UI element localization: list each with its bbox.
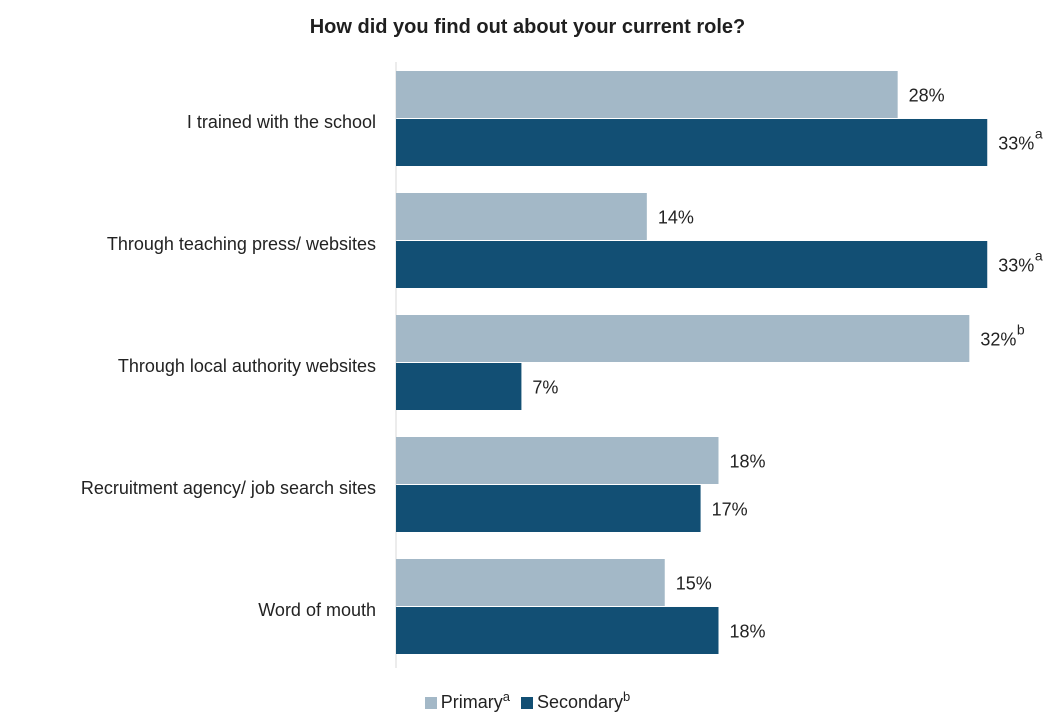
bar-primary-through-teaching-press-websites [396, 193, 647, 240]
legend-label-secondary: Secondary [536, 692, 624, 712]
bar-secondary-i-trained-with-the-school [396, 119, 988, 166]
data-label-primary-word-of-mouth: 15% [676, 574, 712, 594]
legend-item-primary: Primarya [424, 689, 510, 713]
bar-primary-through-local-authority-websites [396, 315, 970, 362]
legend-label-primary: Primary [440, 692, 503, 712]
legend-item-secondary: Secondaryb [520, 689, 631, 713]
data-label-sup-secondary-through-teaching-press-websites: a [1035, 248, 1043, 264]
legend-swatch-primary [424, 697, 437, 709]
data-label-primary-recruitment-agency-job-search-sites: 18% [730, 452, 766, 472]
bar-secondary-word-of-mouth [396, 607, 719, 654]
legend-sup-primary: a [502, 689, 510, 704]
bar-secondary-through-teaching-press-websites [396, 241, 988, 288]
bar-secondary-recruitment-agency-job-search-sites [396, 485, 701, 532]
data-label-secondary-word-of-mouth: 18% [730, 622, 766, 642]
data-label-primary-through-teaching-press-websites: 14% [658, 208, 694, 228]
bar-primary-recruitment-agency-job-search-sites [396, 437, 719, 484]
data-label-primary-through-local-authority-websites: 32% [980, 330, 1016, 350]
chart-title: How did you find out about your current … [309, 16, 746, 38]
category-label-recruitment-agency-job-search-sites: Recruitment agency/ job search sites [81, 478, 376, 498]
category-label-through-teaching-press-websites: Through teaching press/ websites [107, 234, 376, 254]
data-label-sup-primary-through-local-authority-websites: b [1017, 322, 1025, 338]
legend-sup-secondary: b [623, 689, 631, 704]
bar-primary-word-of-mouth [396, 559, 665, 606]
category-label-i-trained-with-the-school: I trained with the school [187, 112, 376, 132]
legend-swatch-secondary [520, 697, 533, 709]
data-label-secondary-i-trained-with-the-school: 33% [998, 134, 1034, 154]
data-label-primary-i-trained-with-the-school: 28% [909, 86, 945, 106]
category-label-word-of-mouth: Word of mouth [258, 600, 376, 620]
data-label-sup-secondary-i-trained-with-the-school: a [1035, 126, 1043, 142]
data-label-secondary-through-local-authority-websites: 7% [532, 378, 558, 398]
chart-legend: Primarya Secondaryb [0, 689, 1055, 713]
bar-secondary-through-local-authority-websites [396, 363, 522, 410]
data-label-secondary-through-teaching-press-websites: 33% [998, 256, 1034, 276]
bar-primary-i-trained-with-the-school [396, 71, 898, 118]
data-label-secondary-recruitment-agency-job-search-sites: 17% [712, 500, 748, 520]
category-label-through-local-authority-websites: Through local authority websites [118, 356, 376, 376]
